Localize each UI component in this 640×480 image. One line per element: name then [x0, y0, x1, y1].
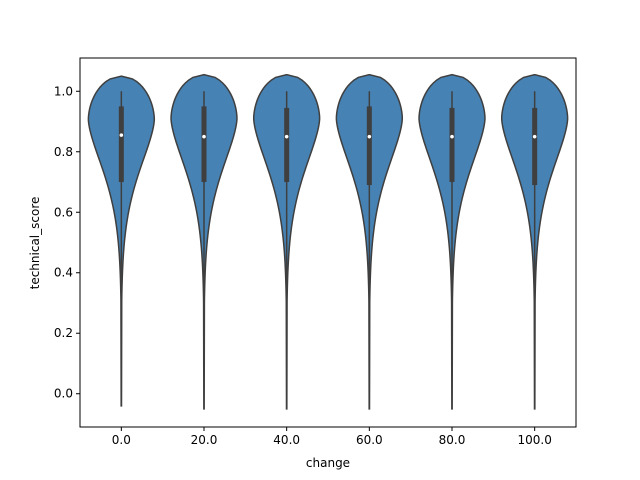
y-tick-label: 0.0 [54, 387, 73, 401]
violin-iqr-box [366, 106, 372, 186]
violin-iqr-box [201, 106, 207, 183]
axes-group: 0.0 20.0 40.0 60.0 80.0 100.0 0.0 0.2 0.4 0.6 0.8 1… [54, 57, 577, 447]
violin-median-point [202, 134, 206, 139]
violin-median-point [450, 134, 454, 139]
violin-median-point [284, 134, 289, 139]
x-tick-label: 40.0 [273, 433, 300, 447]
y-tick-label: 0.4 [54, 266, 73, 280]
x-tick-label: 20.0 [191, 433, 218, 447]
y-axis-label: technical_score [28, 197, 42, 290]
violin-iqr-box [118, 106, 124, 183]
violin-median-point [532, 134, 537, 139]
x-tick-label: 100.0 [517, 433, 551, 447]
violin-group [87, 73, 569, 410]
x-tick-label: 0.0 [112, 433, 131, 447]
violin-iqr-box [532, 107, 538, 186]
violin-median-point [367, 134, 372, 139]
axes-frame [79, 57, 577, 428]
violin-iqr-box [449, 107, 455, 183]
y-tick-label: 0.8 [54, 145, 73, 159]
x-tick-label: 60.0 [356, 433, 383, 447]
violin-iqr-box [284, 107, 290, 183]
y-tick-label: 0.6 [54, 205, 73, 219]
x-tick-label: 80.0 [439, 433, 466, 447]
x-axis-label: change [306, 456, 350, 470]
y-tick-label: 1.0 [54, 84, 73, 98]
violin-median-point [119, 133, 124, 137]
y-tick-label: 0.2 [54, 326, 73, 340]
